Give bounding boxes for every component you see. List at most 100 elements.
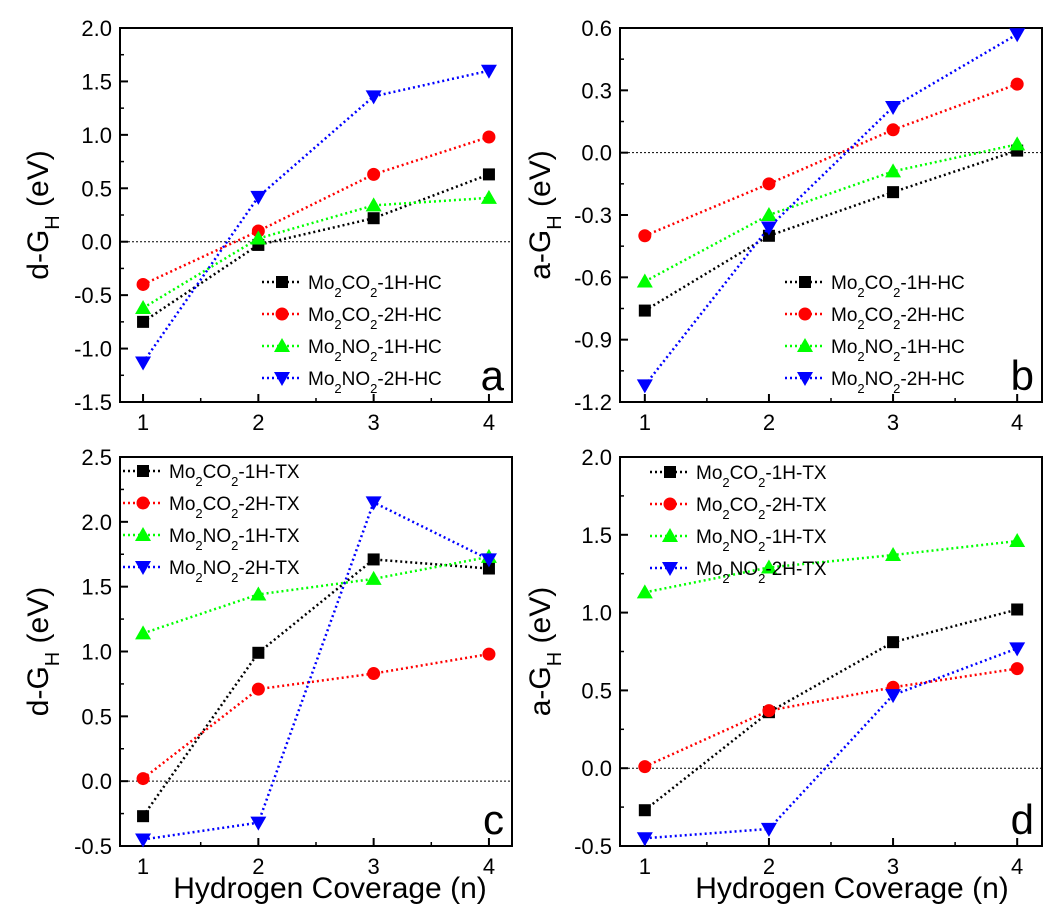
- label-text: NO: [203, 558, 232, 579]
- label-text: -2H-TX: [765, 495, 827, 516]
- legend-marker: [274, 338, 290, 352]
- data-point-series-2: [1009, 136, 1026, 151]
- x-tick-label: 3: [368, 854, 380, 879]
- data-point-series-0: [638, 304, 651, 317]
- data-point-series-2: [885, 163, 902, 178]
- label-text: NO: [865, 369, 894, 390]
- data-point-series-1: [136, 772, 150, 786]
- legend-marker: [135, 561, 151, 575]
- series-line-2: [142, 555, 490, 635]
- legend-label: Mo2CO2-2H-HC: [308, 305, 442, 332]
- x-tick-label: 3: [368, 410, 380, 435]
- y-tick-label: -0.6: [574, 265, 612, 290]
- y-tick-label: 1.0: [81, 123, 112, 148]
- y-tick-label: 2.0: [81, 510, 112, 535]
- subscript-text: 2: [370, 317, 377, 332]
- subscript-text: 2: [722, 475, 729, 490]
- label-text: CO: [203, 494, 232, 515]
- label-text: NO: [203, 526, 232, 547]
- label-text: Mo: [831, 305, 857, 326]
- y-tick-label: 1.0: [581, 601, 612, 626]
- label-text: -2H-HC: [900, 305, 964, 326]
- subscript-text: 2: [370, 349, 377, 364]
- label-text: -1H-HC: [900, 337, 964, 358]
- y-tick-label: 0.3: [581, 78, 612, 103]
- subscript-text: 2: [857, 381, 864, 396]
- x-axis-title-right: Hydrogen Coverage (n): [695, 872, 1009, 905]
- data-point-series-3: [1009, 28, 1026, 43]
- data-point-series-2: [1009, 533, 1026, 548]
- y-axis-title-prefix: d-G: [22, 666, 55, 716]
- legend-label: Mo2NO2-2H-HC: [831, 369, 965, 396]
- subscript-text: 2: [231, 474, 238, 489]
- x-tick-label: 2: [763, 410, 775, 435]
- data-point-series-2: [885, 547, 902, 562]
- series-line-1: [644, 667, 1018, 768]
- series-line-3: [644, 647, 1018, 840]
- subscript-text: 2: [758, 507, 765, 522]
- data-point-series-0: [762, 229, 775, 242]
- legend-marker: [798, 307, 812, 321]
- x-tick-label: 1: [137, 854, 149, 879]
- y-tick-label: 0.0: [581, 141, 612, 166]
- label-text: -2H-HC: [900, 369, 964, 390]
- data-point-series-1: [638, 229, 652, 243]
- y-tick-label: -0.9: [574, 328, 612, 353]
- x-tick-label: 4: [1011, 854, 1023, 879]
- y-tick-label: 0.0: [81, 769, 112, 794]
- data-point-series-3: [365, 496, 382, 511]
- y-tick-label: 0.5: [581, 678, 612, 703]
- label-text: -1H-HC: [377, 273, 441, 294]
- label-text: NO: [730, 527, 759, 548]
- data-point-series-3: [250, 190, 267, 205]
- legend-marker: [274, 372, 290, 386]
- plot-frame: [119, 456, 513, 847]
- y-axis-title-subscript: H: [544, 652, 566, 666]
- y-tick-label: 0.5: [81, 704, 112, 729]
- subscript-text: 2: [231, 538, 238, 553]
- data-point-series-0: [482, 562, 495, 575]
- y-axis-title: d-GH (eV): [22, 150, 64, 279]
- y-tick-label: 1.0: [81, 640, 112, 665]
- data-point-series-2: [365, 570, 382, 585]
- subscript-text: 2: [857, 317, 864, 332]
- y-tick-label: 2.0: [581, 445, 612, 470]
- label-text: -1H-HC: [377, 337, 441, 358]
- label-text: CO: [730, 495, 759, 516]
- data-point-series-3: [636, 379, 653, 394]
- legend-label: Mo2NO2-1H-HC: [831, 337, 965, 364]
- x-tick-label: 1: [639, 854, 651, 879]
- y-axis-title: a-GH (eV): [524, 150, 566, 279]
- panel-a: -1.5 -1.0 -0.5 0.0 0.5 1.0 1.5 2.0 1 2 3 4 d-GH (eV)…: [22, 16, 513, 435]
- label-text: CO: [203, 462, 232, 483]
- plot-frame: [619, 456, 1043, 847]
- subscript-text: 2: [722, 571, 729, 586]
- subscript-text: 2: [370, 381, 377, 396]
- label-text: -1H-TX: [765, 527, 827, 548]
- label-text: Mo: [169, 494, 195, 515]
- y-axis-title-prefix: a-G: [524, 230, 557, 280]
- data-point-series-2: [760, 559, 777, 574]
- x-tick-label: 4: [483, 410, 495, 435]
- y-axis-title-prefix: d-G: [22, 230, 55, 280]
- x-tick-label: 2: [763, 854, 775, 879]
- subscript-text: 2: [231, 506, 238, 521]
- legend-label: Mo2NO2-1H-HC: [308, 337, 442, 364]
- subscript-text: 2: [195, 474, 202, 489]
- subscript-text: 2: [334, 381, 341, 396]
- legend-label: Mo2CO2-2H-HC: [831, 305, 965, 332]
- y-tick-label: 1.5: [81, 69, 112, 94]
- data-point-series-0: [887, 636, 900, 649]
- data-point-series-1: [886, 123, 900, 137]
- y-tick-label: -1.2: [574, 390, 612, 415]
- data-point-series-2: [250, 586, 267, 601]
- data-point-series-3: [885, 689, 902, 704]
- y-axis-title-suffix: (eV): [524, 150, 557, 215]
- label-text: Mo: [696, 527, 722, 548]
- legend-label: Mo2CO2-2H-TX: [169, 494, 300, 521]
- subscript-text: 2: [231, 570, 238, 585]
- label-text: Mo: [831, 273, 857, 294]
- subscript-text: 2: [758, 539, 765, 554]
- panel-letter: d: [1011, 796, 1034, 843]
